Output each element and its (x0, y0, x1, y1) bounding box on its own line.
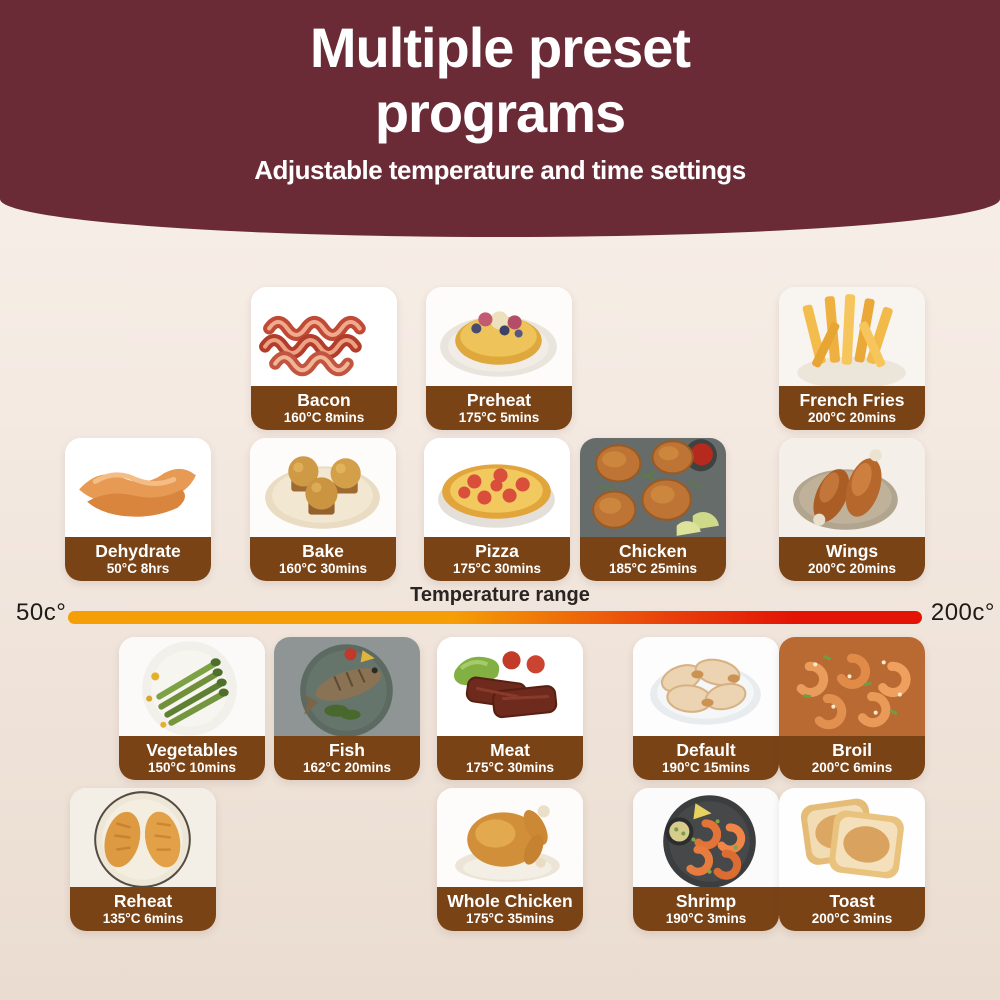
fish-image (274, 637, 420, 736)
preset-setting: 200°C 6mins (811, 759, 893, 775)
preset-name: Chicken (618, 541, 688, 562)
preset-label-band: Fish 162°C 20mins (274, 736, 420, 780)
preset-name: Pizza (475, 541, 519, 562)
preset-label-band: Toast 200°C 3mins (779, 887, 925, 931)
vegetables-image (119, 637, 265, 736)
temperature-range-title: Temperature range (410, 584, 590, 606)
preset-setting: 175°C 35mins (466, 910, 554, 926)
preset-card-broil: Broil 200°C 6mins (779, 637, 925, 780)
page-title-line1: Multiple preset (309, 16, 691, 79)
preset-card-bacon: Bacon 160°C 8mins (251, 287, 397, 430)
dehydrate-image (65, 438, 211, 537)
preset-setting: 185°C 25mins (609, 560, 697, 576)
preset-card-chicken: Chicken 185°C 25mins (580, 438, 726, 581)
preset-name: Whole Chicken (447, 891, 573, 912)
preset-label-band: Default 190°C 15mins (633, 736, 779, 780)
preset-name: Shrimp (675, 891, 737, 912)
preset-label-band: Bacon 160°C 8mins (251, 386, 397, 430)
wings-image (779, 438, 925, 537)
preset-card-bake: Bake 160°C 30mins (250, 438, 396, 581)
preset-name: Bacon (297, 390, 351, 411)
preset-card-fish: Fish 162°C 20mins (274, 637, 420, 780)
preset-card-shrimp: Shrimp 190°C 3mins (633, 788, 779, 931)
preset-label-band: Preheat 175°C 5mins (426, 386, 572, 430)
preset-card-meat: Meat 175°C 30mins (437, 637, 583, 780)
preset-label-band: Reheat 135°C 6mins (70, 887, 216, 931)
preset-card-whole-chicken: Whole Chicken 175°C 35mins (437, 788, 583, 931)
broil-shrimp-image (779, 637, 925, 736)
preset-setting: 175°C 30mins (453, 560, 541, 576)
preset-setting: 150°C 10mins (148, 759, 236, 775)
preset-name: Dehydrate (95, 541, 181, 562)
preset-card-dehydrate: Dehydrate 50°C 8hrs (65, 438, 211, 581)
whole-chicken-image (437, 788, 583, 887)
preset-label-band: Shrimp 190°C 3mins (633, 887, 779, 931)
preset-card-pizza: Pizza 175°C 30mins (424, 438, 570, 581)
preset-label-band: Wings 200°C 20mins (779, 537, 925, 581)
header-banner: Multiple preset programs Adjustable temp… (0, 0, 1000, 237)
pizza-image (424, 438, 570, 537)
preset-name: Bake (302, 541, 344, 562)
toast-image (779, 788, 925, 887)
preset-name: Vegetables (146, 740, 238, 761)
french-fries-image (779, 287, 925, 386)
preset-setting: 190°C 3mins (665, 910, 747, 926)
preset-setting: 135°C 6mins (102, 910, 184, 926)
meat-image (437, 637, 583, 736)
preset-label-band: Whole Chicken 175°C 35mins (437, 887, 583, 931)
preset-name: Default (676, 740, 736, 761)
preset-setting: 175°C 5mins (458, 409, 540, 425)
bake-muffins-image (250, 438, 396, 537)
page-title: Multiple preset programs (0, 0, 1000, 146)
preset-card-wings: Wings 200°C 20mins (779, 438, 925, 581)
preset-name: Fish (329, 740, 365, 761)
preset-label-band: Broil 200°C 6mins (779, 736, 925, 780)
preset-label-band: Pizza 175°C 30mins (424, 537, 570, 581)
reheat-croissants-image (70, 788, 216, 887)
preset-setting: 50°C 8hrs (106, 560, 170, 576)
shrimp-image (633, 788, 779, 887)
preset-card-toast: Toast 200°C 3mins (779, 788, 925, 931)
preset-name: French Fries (799, 390, 905, 411)
preset-label-band: Meat 175°C 30mins (437, 736, 583, 780)
preset-setting: 200°C 3mins (811, 910, 893, 926)
preset-setting: 160°C 30mins (279, 560, 367, 576)
preset-card-default: Default 190°C 15mins (633, 637, 779, 780)
preset-name: Preheat (466, 390, 532, 411)
preset-setting: 162°C 20mins (303, 759, 391, 775)
preset-card-vegetables: Vegetables 150°C 10mins (119, 637, 265, 780)
page-title-line2: programs (374, 80, 626, 144)
preset-setting: 200°C 20mins (808, 409, 896, 425)
preset-label-band: French Fries 200°C 20mins (779, 386, 925, 430)
preset-setting: 200°C 20mins (808, 560, 896, 576)
default-wings-image (633, 637, 779, 736)
preset-setting: 175°C 30mins (466, 759, 554, 775)
preset-setting: 190°C 15mins (662, 759, 750, 775)
bacon-image (251, 287, 397, 386)
preset-card-french-fries: French Fries 200°C 20mins (779, 287, 925, 430)
preheat-tart-image (426, 287, 572, 386)
preset-label-band: Dehydrate 50°C 8hrs (65, 537, 211, 581)
preset-name: Wings (825, 541, 879, 562)
preset-card-reheat: Reheat 135°C 6mins (70, 788, 216, 931)
temperature-gradient-bar (68, 611, 922, 624)
preset-name: Reheat (113, 891, 173, 912)
preset-label-band: Bake 160°C 30mins (250, 537, 396, 581)
temperature-min-label: 50c° (16, 599, 67, 626)
page-subtitle: Adjustable temperature and time settings (254, 154, 746, 185)
preset-label-band: Vegetables 150°C 10mins (119, 736, 265, 780)
preset-name: Toast (829, 891, 875, 912)
temperature-max-label: 200c° (930, 599, 995, 626)
preset-name: Meat (490, 740, 530, 761)
preset-name: Broil (832, 740, 872, 761)
preset-setting: 160°C 8mins (283, 409, 365, 425)
preset-label-band: Chicken 185°C 25mins (580, 537, 726, 581)
chicken-image (580, 438, 726, 537)
preset-card-preheat: Preheat 175°C 5mins (426, 287, 572, 430)
